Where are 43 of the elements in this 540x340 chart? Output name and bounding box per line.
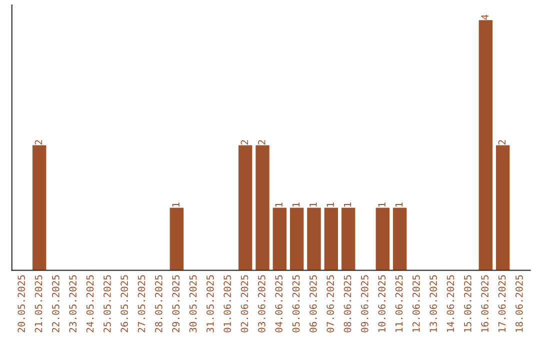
x-tick-label: 13.06.2025 [430,275,437,332]
x-tick-label: 01.06.2025 [224,275,232,332]
x-tick-label: 23.05.2025 [69,275,77,332]
x-tick-label: 04.06.2025 [275,275,283,332]
data-label: 1 [395,202,403,207]
x-tick-label: 12.06.2025 [412,275,420,332]
data-label: 1 [292,202,300,207]
x-tick-label: 14.06.2025 [446,275,454,332]
x-tick-label: 25.05.2025 [104,275,111,332]
data-label: 1 [172,202,180,207]
x-tick-label: 10.06.2025 [378,275,386,332]
data-label: 1 [275,202,282,207]
x-tick-label: 05.06.2025 [292,275,300,332]
x-tick-label: 26.05.2025 [120,275,128,332]
data-label: 1 [378,202,386,207]
x-tick-label: 27.05.2025 [138,275,146,332]
data-label: 2 [34,140,42,144]
x-tick-label: 30.05.2025 [189,275,197,332]
x-tick-label: 03.06.2025 [258,275,266,332]
x-tick-label: 31.05.2025 [206,275,214,332]
data-label: 2 [258,140,266,144]
data-label: 2 [240,140,248,144]
x-tick-label: 02.06.2025 [240,275,248,332]
x-tick-label: 21.05.2025 [34,275,42,332]
x-tick-label: 18.06.2025 [515,275,523,332]
x-tick-label: 17.06.2025 [498,275,506,332]
data-label: 1 [326,202,334,207]
x-tick-label: 11.06.2025 [395,275,403,332]
x-tick-label: 16.06.2025 [481,275,488,332]
data-label: 4 [481,14,488,20]
x-tick-label: 24.05.2025 [86,275,94,332]
x-tick-label: 07.06.2025 [326,275,334,332]
x-tick-label: 20.05.2025 [18,275,26,332]
x-tick-label: 28.05.2025 [154,275,162,332]
x-tick-label: 09.06.2025 [360,275,368,332]
x-tick-label: 15.06.2025 [464,275,472,332]
x-tick-label: 08.06.2025 [344,275,352,332]
x-tick-label: 06.06.2025 [309,275,317,332]
x-tick-label: 22.05.2025 [52,275,60,332]
data-label: 1 [310,202,317,207]
data-label: 2 [498,140,506,144]
data-label: 1 [344,202,352,207]
x-tick-label: 29.05.2025 [172,275,180,332]
